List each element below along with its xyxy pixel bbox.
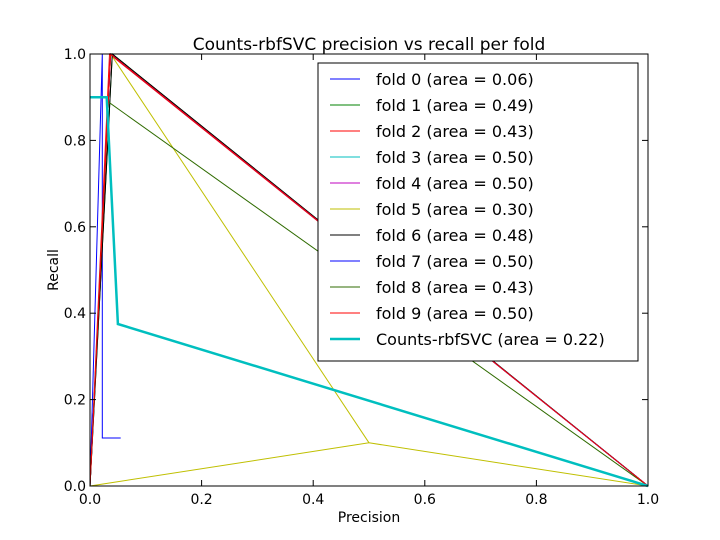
axis-ticks: 0.0 0.2 0.4 0.6 0.8 1.0 0.0 0.2 0.4 0.6 0.8 1.0 bbox=[64, 47, 659, 508]
legend-label-7: fold 7 (area = 0.50) bbox=[376, 252, 534, 271]
chart-title: Counts-rbfSVC precision vs recall per fo… bbox=[193, 35, 546, 55]
legend-label-3: fold 3 (area = 0.50) bbox=[376, 148, 534, 167]
x-tick-label: 0.8 bbox=[525, 492, 547, 508]
series-line-5-extra bbox=[110, 53, 370, 444]
legend-label-10: Counts-rbfSVC (area = 0.22) bbox=[376, 330, 605, 349]
legend: fold 0 (area = 0.06) fold 1 (area = 0.49)… bbox=[317, 62, 639, 362]
legend-label-9: fold 9 (area = 0.50) bbox=[376, 304, 534, 323]
y-tick-label: 1.0 bbox=[64, 47, 86, 63]
x-tick-label: 0.0 bbox=[79, 492, 101, 508]
plot-frame bbox=[89, 53, 649, 487]
legend-box bbox=[317, 62, 639, 362]
x-tick-label: 0.4 bbox=[302, 492, 324, 508]
y-tick-label: 0.2 bbox=[64, 393, 86, 409]
legend-label-5: fold 5 (area = 0.30) bbox=[376, 200, 534, 219]
legend-label-1: fold 1 (area = 0.49) bbox=[376, 96, 534, 115]
y-tick-label: 0.0 bbox=[64, 479, 86, 495]
legend-label-8: fold 8 (area = 0.43) bbox=[376, 278, 534, 297]
x-tick-label: 1.0 bbox=[637, 492, 659, 508]
legend-label-2: fold 2 (area = 0.43) bbox=[376, 122, 534, 141]
y-tick-label: 0.4 bbox=[64, 306, 86, 322]
legend-label-4: fold 4 (area = 0.50) bbox=[376, 174, 534, 193]
y-tick-label: 0.6 bbox=[64, 220, 86, 236]
legend-label-0: fold 0 (area = 0.06) bbox=[376, 70, 534, 89]
y-axis-label: Recall bbox=[46, 249, 62, 291]
legend-label-6: fold 6 (area = 0.48) bbox=[376, 226, 534, 245]
y-tick-label: 0.8 bbox=[64, 133, 86, 149]
x-tick-label: 0.6 bbox=[414, 492, 436, 508]
x-tick-label: 0.2 bbox=[190, 492, 212, 508]
series-line-10 bbox=[90, 95, 649, 488]
x-axis-label: Precision bbox=[338, 510, 400, 526]
